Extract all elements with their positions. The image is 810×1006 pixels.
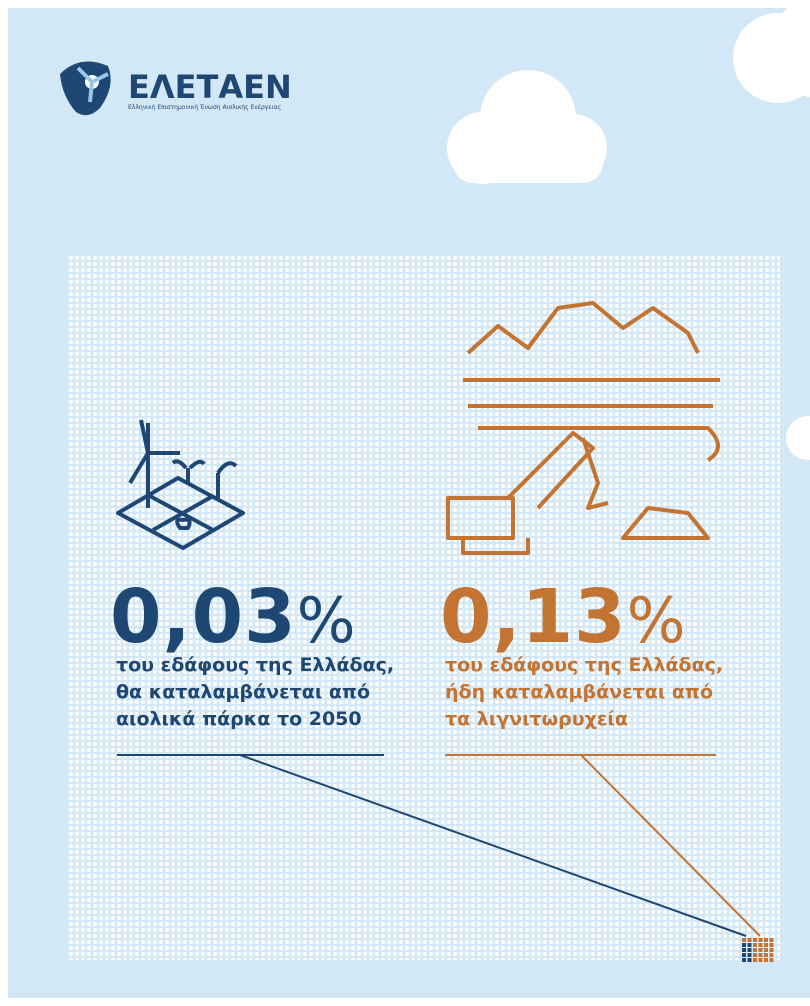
cluster-dot [769, 948, 774, 952]
infographic: ΕΛΕΤΑΕΝ Ελληνική Επιστημονική Ένωση Αιολ… [8, 8, 810, 998]
cluster-dot [747, 953, 752, 957]
cluster-dot [742, 938, 746, 942]
cluster-dot [758, 958, 763, 962]
cluster-dot [753, 938, 757, 942]
cluster-dot [758, 943, 763, 947]
cluster-dot [747, 943, 752, 947]
dot-cluster [742, 938, 774, 962]
line: αιολικά πάρκα το 2050 [116, 708, 362, 730]
stat-figure: 0,03% [110, 580, 357, 654]
line: θα καταλαμβάνεται από [116, 681, 371, 703]
cluster-dot [758, 938, 763, 942]
cluster-dot [769, 958, 774, 962]
cluster-dot [753, 953, 757, 957]
line: ήδη καταλαμβάνεται από [445, 681, 714, 703]
figure: 0,03 [110, 574, 297, 660]
figure: 0,13 [440, 574, 627, 660]
cluster-dot [742, 953, 746, 957]
line: του εδάφους της Ελλάδας, [116, 654, 395, 676]
cluster-dot [742, 948, 746, 952]
cluster-dot [747, 958, 752, 962]
cluster-dot [764, 938, 768, 942]
unit: % [626, 584, 687, 657]
graphics [60, 8, 810, 962]
clouds [447, 8, 810, 460]
cluster-dot [747, 948, 752, 952]
mine-icon [446, 301, 720, 555]
dot-grid [68, 255, 780, 960]
line: του εδάφους της Ελλάδας, [445, 654, 724, 676]
cluster-dot [769, 943, 774, 947]
cluster-dot [753, 943, 757, 947]
connectors [117, 754, 761, 937]
logo-tagline: Ελληνική Επιστημονική Ένωση Αιολικής Ενέ… [128, 104, 282, 111]
cluster-dot [758, 948, 763, 952]
cluster-dot [764, 948, 768, 952]
cluster-dot [747, 938, 752, 942]
cluster-dot [769, 938, 774, 942]
wind-icon [116, 419, 245, 550]
stat-figure: 0,13% [440, 580, 687, 654]
line: τα λιγνιτωρυχεία [445, 708, 628, 730]
logo-name: ΕΛΕΤΑΕΝ [128, 68, 292, 106]
cluster-dot [742, 943, 746, 947]
stat-text: του εδάφους της Ελλάδας, θα καταλαμβάνετ… [116, 652, 394, 733]
cluster-dot [764, 958, 768, 962]
cluster-dot [742, 958, 746, 962]
logo-icon [60, 61, 111, 116]
cluster-dot [769, 953, 774, 957]
cluster-dot [753, 958, 757, 962]
unit: % [296, 584, 357, 657]
cluster-dot [764, 943, 768, 947]
cluster-dot [758, 953, 763, 957]
cluster-dot [764, 953, 768, 957]
stat-text: του εδάφους της Ελλάδας, ήδη καταλαμβάνε… [445, 652, 723, 733]
cluster-dot [753, 948, 757, 952]
